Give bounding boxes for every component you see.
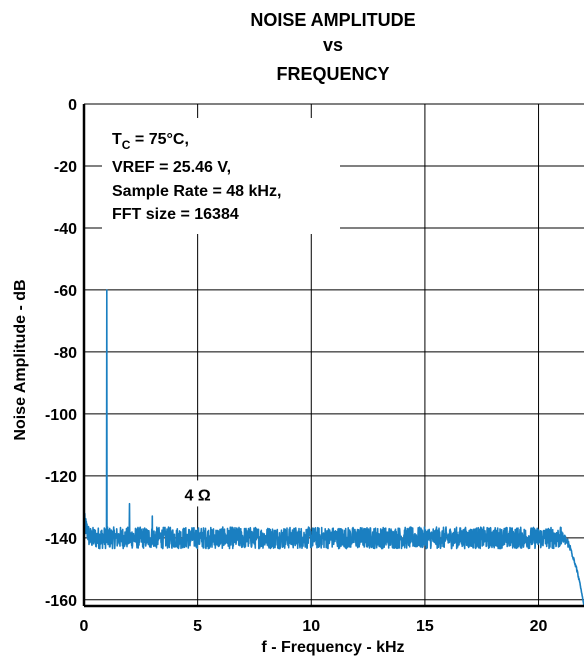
x-axis-label: f - Frequency - kHz [261, 639, 404, 656]
annotation-line: FFT size = 16384 [112, 206, 239, 223]
x-tick-labels: 0 5 10 15 20 [80, 618, 548, 635]
x-tick-label: 10 [302, 618, 320, 635]
chart-title-line-1: NOISE AMPLITUDE [250, 10, 415, 30]
y-tick-label: -120 [45, 469, 77, 486]
y-tick-label: -80 [54, 345, 77, 362]
series-label-text: 4 Ω [185, 487, 211, 504]
y-tick-label: -40 [54, 221, 77, 238]
chart-title-line-3: FREQUENCY [276, 64, 389, 84]
annotation-line: Sample Rate = 48 kHz, [112, 183, 281, 200]
x-tick-label: 20 [530, 618, 548, 635]
annotation-line: VREF = 25.46 V, [112, 159, 231, 176]
annotation-background [102, 118, 340, 234]
series-label-background [172, 480, 225, 507]
x-tick-label: 5 [193, 618, 202, 635]
chart-title: NOISE AMPLITUDE vs FREQUENCY [250, 10, 415, 84]
y-axis-label: Noise Amplitude - dB [12, 279, 29, 440]
y-tick-labels: 0 -20 -40 -60 -80 -100 -120 -140 -160 [45, 97, 77, 610]
plot-frame [82, 104, 584, 608]
y-tick-label: -60 [54, 283, 77, 300]
y-tick-label: -20 [54, 159, 77, 176]
y-tick-label: 0 [68, 97, 77, 114]
x-tick-label: 0 [80, 618, 89, 635]
chart-title-line-2: vs [323, 35, 343, 55]
series-label: 4 Ω [172, 480, 225, 507]
series-layer [83, 289, 584, 607]
y-tick-label: -100 [45, 407, 77, 424]
noise-spectrum-line [83, 289, 584, 607]
annotation-line: TC = 75°C, [112, 131, 189, 152]
y-tick-label: -160 [45, 593, 77, 610]
x-tick-label: 15 [416, 618, 434, 635]
conditions-annotation: TC = 75°C, VREF = 25.46 V, Sample Rate = 4… [102, 118, 340, 234]
y-tick-label: -140 [45, 531, 77, 548]
